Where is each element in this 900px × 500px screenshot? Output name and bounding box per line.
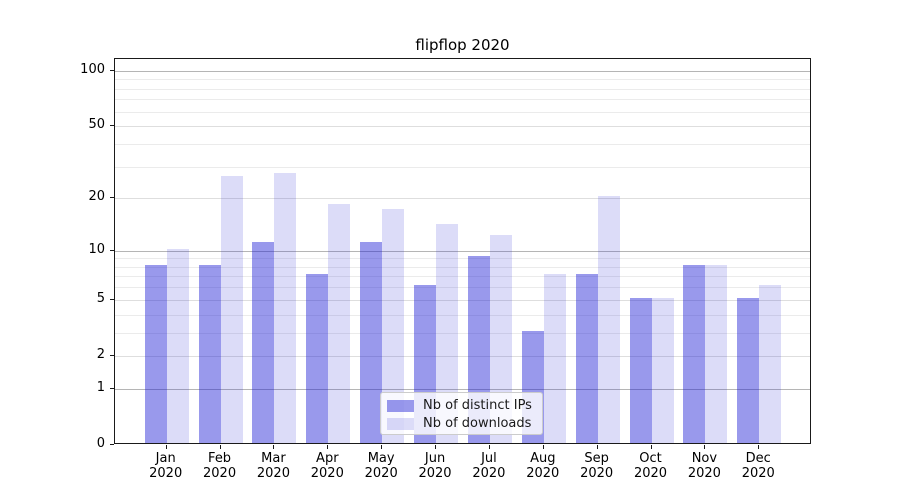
x-tick-label: Apr 2020 — [310, 451, 344, 481]
legend-label-downloads: Nb of downloads — [423, 416, 532, 431]
y-tick-mark — [110, 298, 114, 300]
bar-nb-of-downloads-apr — [328, 204, 351, 443]
gridline-minor — [115, 332, 810, 334]
x-tick-label: Jul 2020 — [472, 451, 506, 481]
bar-nb-of-distinct-ips-nov — [683, 264, 706, 443]
y-tick-label: 10 — [88, 241, 105, 257]
legend: Nb of distinct IPs Nb of downloads — [380, 392, 543, 435]
bar-nb-of-downloads-oct — [651, 297, 674, 443]
gridline-minor — [115, 258, 810, 260]
bar-nb-of-distinct-ips-jan — [144, 264, 167, 443]
gridline-minor — [115, 143, 810, 145]
x-tick-label: Jun 2020 — [418, 451, 452, 481]
bar-nb-of-downloads-jun — [436, 223, 459, 443]
bar-nb-of-downloads-aug — [543, 274, 566, 443]
y-tick-mark — [110, 69, 114, 71]
bar-nb-of-distinct-ips-feb — [198, 264, 221, 443]
y-tick-mark — [110, 354, 114, 356]
gridline-minor — [115, 287, 810, 289]
x-tick-label: Oct 2020 — [633, 451, 668, 481]
x-tick-mark — [488, 445, 490, 449]
bar-nb-of-downloads-sep — [597, 196, 620, 443]
x-tick-label: Aug 2020 — [526, 451, 560, 481]
x-tick-label: Mar 2020 — [256, 451, 290, 481]
bar-nb-of-downloads-mar — [274, 172, 297, 443]
gridline-minor — [115, 79, 810, 81]
legend-swatch-downloads — [387, 417, 414, 430]
x-tick-mark — [542, 445, 544, 449]
legend-swatch-distinct-ips — [387, 399, 414, 412]
x-tick-mark — [704, 445, 706, 449]
x-tick-mark — [596, 445, 598, 449]
y-tick-mark — [110, 249, 114, 251]
bar-nb-of-downloads-dec — [759, 285, 782, 443]
y-tick-label: 1 — [96, 379, 105, 395]
bar-nb-of-downloads-jan — [166, 248, 189, 443]
bar-nb-of-distinct-ips-dec — [737, 297, 760, 443]
gridline-major — [115, 250, 810, 252]
x-tick-mark — [327, 445, 329, 449]
bar-nb-of-distinct-ips-sep — [575, 274, 598, 443]
bar-nb-of-downloads-jul — [489, 235, 512, 443]
gridline-labeled — [115, 355, 810, 357]
x-tick-label: May 2020 — [364, 451, 398, 481]
x-tick-mark — [650, 445, 652, 449]
bar-nb-of-downloads-may — [382, 208, 405, 443]
x-tick-label: Jan 2020 — [149, 451, 183, 481]
bar-nb-of-distinct-ips-may — [360, 241, 383, 443]
gridline-labeled — [115, 198, 810, 200]
y-tick-mark — [110, 125, 114, 127]
plot-area — [114, 58, 811, 444]
x-tick-mark — [219, 445, 221, 449]
x-tick-label: Dec 2020 — [741, 451, 775, 481]
x-tick-mark — [758, 445, 760, 449]
y-tick-label: 5 — [96, 290, 105, 306]
gridline-minor — [115, 111, 810, 113]
gridline-minor — [115, 276, 810, 278]
x-tick-mark — [165, 445, 167, 449]
y-tick-label: 0 — [96, 436, 105, 451]
bar-nb-of-downloads-feb — [220, 175, 243, 443]
legend-item-distinct-ips: Nb of distinct IPs — [387, 397, 542, 414]
x-tick-label: Nov 2020 — [687, 451, 721, 481]
x-tick-label: Feb 2020 — [203, 451, 237, 481]
legend-item-downloads: Nb of downloads — [387, 415, 542, 432]
y-tick-label: 20 — [88, 189, 105, 205]
gridline-minor — [115, 266, 810, 268]
gridline-labeled — [115, 299, 810, 301]
gridline-major — [115, 388, 810, 390]
y-tick-mark — [110, 387, 114, 389]
x-tick-mark — [435, 445, 437, 449]
y-tick-label: 2 — [96, 346, 105, 362]
legend-label-distinct-ips: Nb of distinct IPs — [423, 398, 532, 413]
y-tick-label: 100 — [80, 61, 105, 77]
bar-nb-of-distinct-ips-apr — [306, 274, 329, 443]
chart-title: flipflop 2020 — [415, 36, 510, 54]
gridline-minor — [115, 166, 810, 168]
gridline-labeled — [115, 126, 810, 128]
x-tick-mark — [381, 445, 383, 449]
bar-nb-of-distinct-ips-oct — [629, 297, 652, 443]
x-tick-label: Sep 2020 — [580, 451, 614, 481]
bar-nb-of-downloads-nov — [705, 264, 728, 443]
bar-nb-of-distinct-ips-mar — [252, 241, 275, 443]
gridline-minor — [115, 314, 810, 316]
gridline-minor — [115, 88, 810, 90]
y-tick-mark — [110, 197, 114, 199]
gridline-major — [115, 70, 810, 72]
y-tick-mark — [110, 444, 114, 445]
y-tick-label: 50 — [88, 117, 105, 133]
gridline-minor — [115, 99, 810, 101]
x-tick-mark — [273, 445, 275, 449]
